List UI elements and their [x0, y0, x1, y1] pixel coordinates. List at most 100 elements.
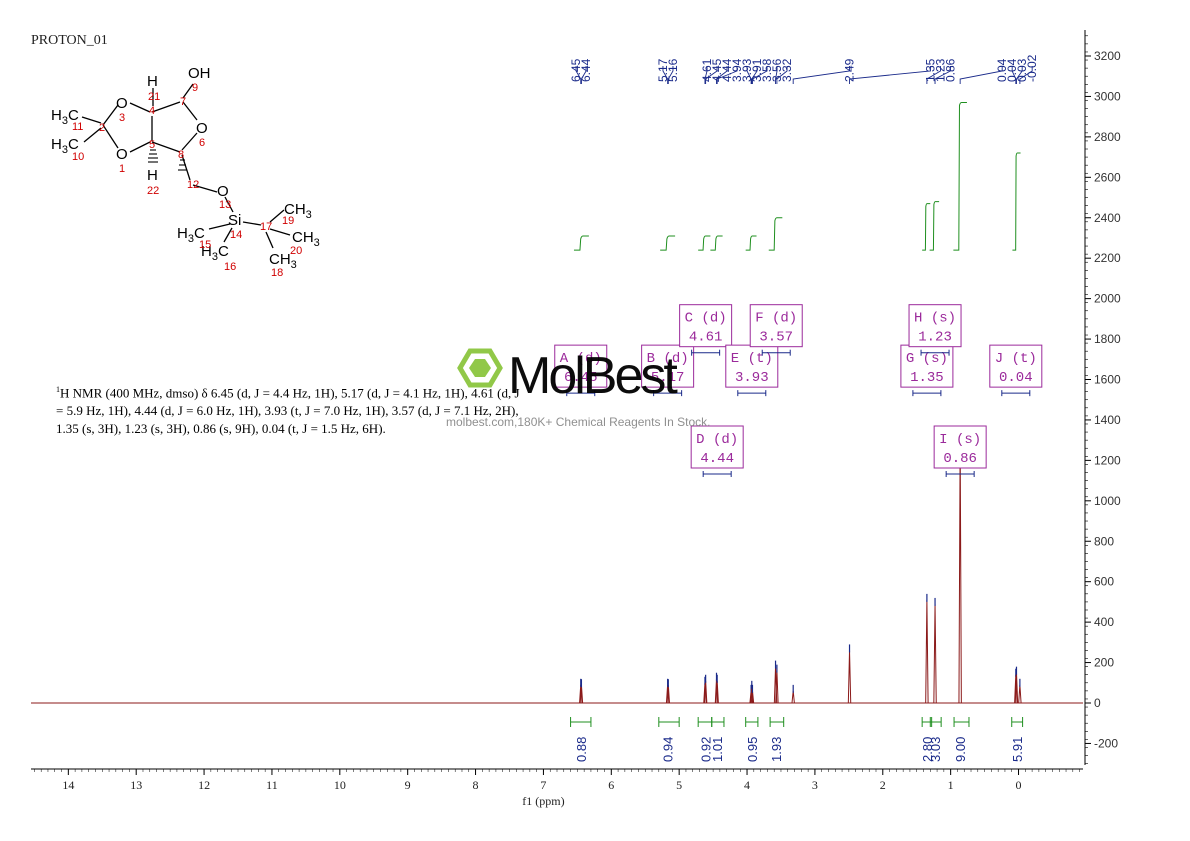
y-tick-label: 2200: [1094, 251, 1121, 265]
x-tick-label: 9: [405, 778, 411, 792]
num-12: 12: [187, 179, 199, 191]
spectrum-peak: [925, 599, 929, 704]
multiplet-box: D (d) 4.44: [690, 425, 744, 478]
multiplet-shift: 1.35: [910, 370, 944, 386]
peak-label-leader: [1016, 66, 1023, 84]
y-axis: -200 0 200 400 600 800 1000 1200 1400 1600 1800 200…: [1084, 30, 1121, 765]
multiplet-label: F (d): [755, 311, 797, 327]
atom-h-21: H: [147, 73, 158, 90]
integral-curve: [573, 235, 589, 251]
spectrum-peak: [933, 603, 937, 704]
x-tick-label: 1: [948, 778, 954, 792]
multiplet-label: B (d): [647, 351, 689, 367]
multiplet-box: G (s) 1.35: [900, 344, 954, 397]
num-3: 3: [119, 112, 125, 124]
y-tick-label: 200: [1094, 656, 1114, 670]
y-tick-label: 400: [1094, 615, 1114, 629]
spectrum: [31, 432, 1083, 704]
atom-o-3: O: [116, 95, 128, 112]
num-14: 14: [230, 229, 242, 241]
molecule-bonds: [81, 83, 291, 249]
peak-label-leader: [716, 66, 738, 84]
peak-label-leader: [746, 66, 752, 84]
watermark: MolBest molbest.com,180K+ Chemical Reage…: [446, 347, 710, 429]
integration-value: 0.95: [745, 737, 760, 762]
num-6: 6: [199, 137, 205, 149]
spectrum-peak: [958, 438, 962, 704]
num-13: 13: [219, 199, 231, 211]
peak-label-leader: [849, 66, 931, 84]
num-4: 4: [149, 105, 155, 117]
y-tick-label: 600: [1094, 575, 1114, 589]
atom-ch3-18: CH3: [269, 251, 297, 271]
multiplet-box: H (s) 1.23: [908, 304, 962, 356]
peak-label-leader: [776, 66, 788, 84]
multiplet-box: F (d) 3.57: [749, 304, 803, 356]
multiplet-label: A (d): [560, 351, 602, 367]
num-21: 21: [148, 91, 160, 103]
num-18: 18: [271, 267, 283, 279]
watermark-brand: MolBest: [508, 347, 678, 405]
peak-label-leader: [934, 66, 951, 84]
molecule-atom-labels: H OH O O O H O Si H3C H3C CH3 CH3 CH3 H3…: [51, 65, 320, 271]
x-tick-label: 14: [62, 778, 74, 792]
molecule-atom-numbers: 21 9 3 6 1 22 13 14 11 10 19 20 18 15 16…: [72, 82, 302, 279]
multiplet-boxes: A (d) 6.45 B (d) 5.17 C (d) 4.61 D (d) 4.44 E (t…: [554, 304, 1043, 478]
peak-label-leader: [1019, 66, 1033, 84]
integral-curve: [929, 201, 940, 251]
integral-curve: [953, 102, 967, 251]
y-tick-label: 2400: [1094, 211, 1121, 225]
x-tick-label: 11: [266, 778, 278, 792]
integral-curve: [768, 217, 783, 251]
multiplet-box-frame: [900, 344, 954, 388]
multiplet-box: C (d) 4.61: [679, 304, 733, 356]
nmr-description-sup: 1: [56, 385, 60, 394]
y-tick-label: 2000: [1094, 292, 1121, 306]
peak-label-leader: [751, 66, 758, 84]
multiplet-label: J (t): [995, 351, 1037, 367]
integral-curve: [698, 235, 711, 251]
atom-oh-9: OH: [188, 65, 211, 82]
multiplet-shift: 4.61: [689, 330, 723, 346]
atom-o-1: O: [116, 146, 128, 163]
num-20: 20: [290, 245, 302, 257]
multiplet-shift: 4.44: [700, 451, 734, 467]
peak-label-leader: [926, 66, 941, 84]
multiplet-box-frame: [908, 304, 962, 348]
integration-value: 9.00: [953, 737, 968, 762]
multiplet-label: I (s): [939, 432, 981, 448]
multiplet-box-frame: [989, 344, 1043, 388]
multiplet-box: J (t) 0.04: [989, 344, 1043, 397]
watermark-url: molbest.com,180K+ Chemical Reagents In S…: [446, 415, 710, 429]
multiplet-shift: 0.86: [943, 451, 977, 467]
atom-ch3-19: CH3: [284, 201, 312, 221]
x-tick-label: 12: [198, 778, 210, 792]
y-tick-label: 2600: [1094, 170, 1121, 184]
y-tick-label: 2800: [1094, 130, 1121, 144]
x-tick-label: 8: [473, 778, 479, 792]
x-tick-label: 5: [676, 778, 682, 792]
multiplet-shift: 3.57: [759, 330, 793, 346]
multiplet-shift: 5.17: [651, 370, 685, 386]
atom-si-14: Si: [228, 212, 241, 229]
peak-label-leader: [1011, 66, 1017, 84]
y-tick-label: -200: [1094, 736, 1118, 750]
num-17: 17: [260, 221, 272, 233]
peak-label-leader: [580, 66, 587, 84]
num-8: 8: [178, 149, 184, 161]
atom-o-6: O: [196, 120, 208, 137]
peak-label-leader: [775, 66, 778, 84]
multiplet-label: D (d): [696, 432, 738, 448]
x-tick-label: 6: [608, 778, 614, 792]
atom-h3c-16: H3C: [201, 243, 229, 263]
y-tick-label: 1200: [1094, 453, 1121, 467]
peak-labels: 6.456.44 5.175.16 4.614.454.443.943.933.91…: [569, 54, 1039, 84]
y-tick-label: 1400: [1094, 413, 1121, 427]
integral-curve: [660, 235, 676, 251]
x-tick-label: 7: [540, 778, 546, 792]
integration-value: 1.01: [710, 737, 725, 762]
x-axis-label: f1 (ppm): [522, 794, 564, 808]
spectrum-peak: [1018, 684, 1022, 704]
x-tick-label: 3: [812, 778, 818, 792]
